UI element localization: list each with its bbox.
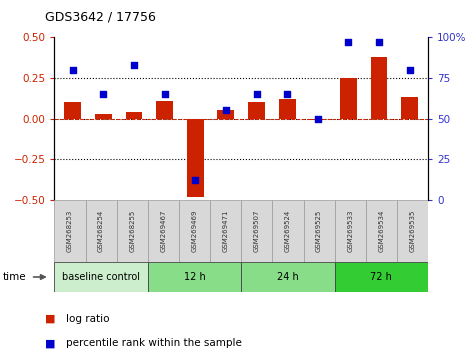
Text: GSM269471: GSM269471 bbox=[223, 210, 228, 252]
Bar bbox=[371, 57, 387, 119]
Text: baseline control: baseline control bbox=[62, 272, 140, 282]
Text: GSM268253: GSM268253 bbox=[67, 210, 73, 252]
Bar bbox=[95, 114, 112, 119]
Text: GSM269507: GSM269507 bbox=[254, 210, 260, 252]
Bar bbox=[54, 262, 148, 292]
Point bbox=[283, 91, 291, 97]
Point bbox=[161, 91, 168, 97]
Bar bbox=[304, 200, 334, 262]
Bar bbox=[401, 97, 418, 119]
Text: GSM269533: GSM269533 bbox=[347, 210, 353, 252]
Bar bbox=[117, 200, 148, 262]
Text: GSM269469: GSM269469 bbox=[192, 210, 198, 252]
Text: log ratio: log ratio bbox=[66, 314, 110, 324]
Text: 24 h: 24 h bbox=[277, 272, 299, 282]
Bar bbox=[241, 200, 272, 262]
Bar bbox=[334, 200, 366, 262]
Bar bbox=[156, 101, 173, 119]
Point bbox=[375, 39, 383, 45]
Point bbox=[100, 91, 107, 97]
Text: GSM268254: GSM268254 bbox=[98, 210, 104, 252]
Bar bbox=[64, 102, 81, 119]
Bar bbox=[334, 262, 428, 292]
Bar bbox=[279, 99, 296, 119]
Point bbox=[314, 116, 322, 121]
Bar bbox=[241, 262, 334, 292]
Text: percentile rank within the sample: percentile rank within the sample bbox=[66, 338, 242, 348]
Text: GSM269534: GSM269534 bbox=[378, 210, 385, 252]
Bar bbox=[126, 112, 142, 119]
Point bbox=[130, 62, 138, 68]
Bar bbox=[309, 119, 326, 120]
Text: GSM269524: GSM269524 bbox=[285, 210, 291, 252]
Bar bbox=[148, 262, 241, 292]
Text: 12 h: 12 h bbox=[184, 272, 205, 282]
Point bbox=[345, 39, 352, 45]
Bar bbox=[210, 200, 241, 262]
Text: time: time bbox=[2, 272, 26, 282]
Bar bbox=[218, 110, 234, 119]
Bar bbox=[366, 200, 397, 262]
Bar bbox=[340, 78, 357, 119]
Point bbox=[222, 108, 230, 113]
Text: GDS3642 / 17756: GDS3642 / 17756 bbox=[45, 11, 156, 24]
Text: GSM269535: GSM269535 bbox=[410, 210, 415, 252]
Bar bbox=[179, 200, 210, 262]
Point bbox=[253, 91, 260, 97]
Bar bbox=[397, 200, 428, 262]
Bar bbox=[248, 102, 265, 119]
Text: 72 h: 72 h bbox=[370, 272, 392, 282]
Text: GSM269467: GSM269467 bbox=[160, 210, 166, 252]
Bar bbox=[187, 119, 204, 197]
Text: ■: ■ bbox=[45, 338, 55, 348]
Point bbox=[192, 178, 199, 183]
Text: GSM269525: GSM269525 bbox=[316, 210, 322, 252]
Point bbox=[69, 67, 77, 73]
Text: GSM268255: GSM268255 bbox=[129, 210, 135, 252]
Bar bbox=[148, 200, 179, 262]
Bar bbox=[86, 200, 117, 262]
Text: ■: ■ bbox=[45, 314, 55, 324]
Point bbox=[406, 67, 413, 73]
Bar bbox=[272, 200, 304, 262]
Bar bbox=[54, 200, 86, 262]
